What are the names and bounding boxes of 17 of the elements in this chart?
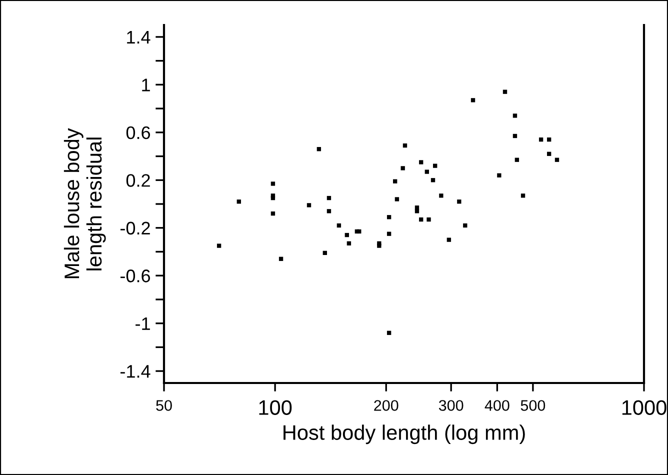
x-tick-label: 100	[259, 400, 292, 415]
y-tick-label: 0.6	[126, 126, 150, 140]
y-tick-label: -1.4	[120, 365, 150, 378]
y-tick-label: 1.4	[127, 31, 150, 44]
x-tick-label: 1000	[622, 400, 666, 415]
y-tick-label: -0.2	[120, 222, 150, 235]
y-axis-title: Male louse body length residual	[64, 128, 106, 278]
y-tick-label: -0.6	[120, 270, 150, 282]
y-tick-label: 1	[142, 78, 150, 92]
y-tick-label: 0.2	[126, 174, 150, 187]
x-tick-label: 50	[156, 400, 172, 411]
x-tick-label: 400	[484, 400, 510, 411]
y-tick-label: -1	[136, 317, 150, 330]
x-tick-label: 300	[438, 400, 464, 411]
x-tick-label: 200	[374, 400, 398, 411]
x-tick-label: 500	[520, 400, 546, 411]
x-axis-title: Host body length (log mm)	[284, 424, 525, 444]
